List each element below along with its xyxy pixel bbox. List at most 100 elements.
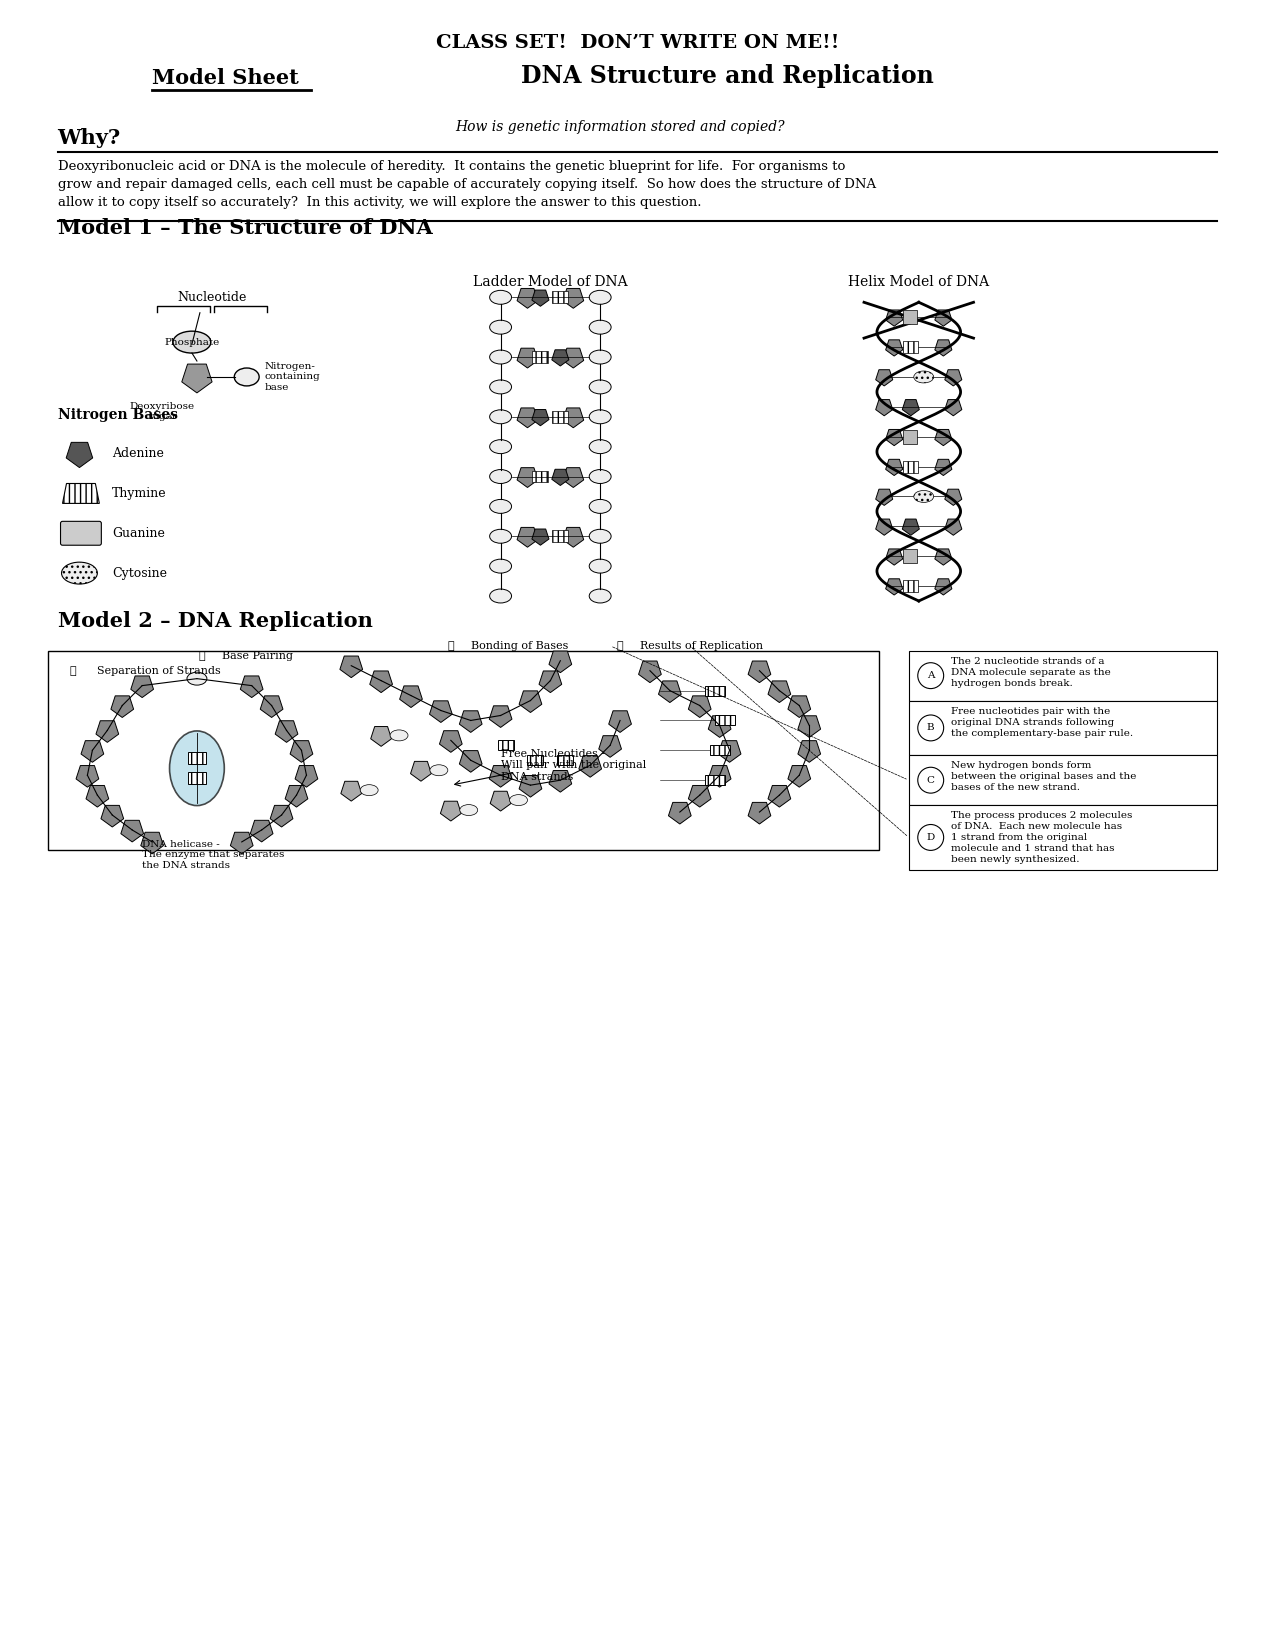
Text: Results of Replication: Results of Replication bbox=[640, 640, 764, 650]
Polygon shape bbox=[518, 289, 538, 309]
FancyBboxPatch shape bbox=[497, 741, 514, 751]
Ellipse shape bbox=[187, 672, 207, 685]
Polygon shape bbox=[748, 802, 771, 823]
Polygon shape bbox=[550, 771, 571, 792]
Text: Separation of Strands: Separation of Strands bbox=[97, 665, 221, 676]
Polygon shape bbox=[709, 716, 731, 738]
Polygon shape bbox=[886, 459, 903, 475]
Polygon shape bbox=[886, 579, 903, 596]
Polygon shape bbox=[140, 832, 163, 853]
Text: A: A bbox=[927, 672, 935, 680]
Polygon shape bbox=[459, 711, 482, 733]
Ellipse shape bbox=[589, 530, 611, 543]
Polygon shape bbox=[76, 766, 98, 787]
Text: New hydrogen bonds form
between the original bases and the
bases of the new stra: New hydrogen bonds form between the orig… bbox=[951, 761, 1136, 792]
Ellipse shape bbox=[490, 589, 511, 602]
Circle shape bbox=[918, 663, 944, 688]
Polygon shape bbox=[562, 348, 584, 368]
Text: The process produces 2 molecules
of DNA.  Each new molecule has
1 strand from th: The process produces 2 molecules of DNA.… bbox=[951, 812, 1132, 865]
Polygon shape bbox=[82, 741, 103, 762]
Polygon shape bbox=[552, 411, 569, 422]
Ellipse shape bbox=[510, 795, 528, 805]
Polygon shape bbox=[121, 820, 144, 842]
Polygon shape bbox=[788, 766, 811, 787]
Ellipse shape bbox=[589, 470, 611, 483]
Ellipse shape bbox=[170, 731, 224, 805]
Ellipse shape bbox=[361, 785, 379, 795]
Text: Adenine: Adenine bbox=[112, 447, 164, 460]
Polygon shape bbox=[295, 766, 317, 787]
Polygon shape bbox=[886, 340, 903, 356]
Circle shape bbox=[918, 767, 944, 794]
Polygon shape bbox=[886, 310, 903, 327]
Polygon shape bbox=[518, 408, 538, 427]
Ellipse shape bbox=[490, 409, 511, 424]
Polygon shape bbox=[688, 785, 711, 807]
Polygon shape bbox=[945, 520, 961, 535]
Polygon shape bbox=[639, 662, 662, 683]
FancyBboxPatch shape bbox=[705, 686, 724, 696]
Polygon shape bbox=[688, 696, 711, 718]
Text: Model 1 – The Structure of DNA: Model 1 – The Structure of DNA bbox=[57, 218, 432, 238]
FancyBboxPatch shape bbox=[909, 756, 1218, 805]
Text: Ladder Model of DNA: Ladder Model of DNA bbox=[473, 276, 627, 289]
Polygon shape bbox=[96, 721, 119, 742]
FancyBboxPatch shape bbox=[710, 746, 729, 756]
Polygon shape bbox=[490, 706, 513, 728]
FancyBboxPatch shape bbox=[47, 650, 878, 850]
Text: Deoxyribose
sugar: Deoxyribose sugar bbox=[130, 403, 195, 421]
Polygon shape bbox=[101, 805, 124, 827]
Text: B: B bbox=[927, 723, 935, 733]
Polygon shape bbox=[340, 657, 362, 678]
Polygon shape bbox=[85, 785, 108, 807]
Ellipse shape bbox=[589, 320, 611, 335]
Polygon shape bbox=[250, 820, 273, 842]
Polygon shape bbox=[935, 459, 952, 475]
Text: Cytosine: Cytosine bbox=[112, 566, 167, 579]
Ellipse shape bbox=[914, 371, 933, 383]
FancyBboxPatch shape bbox=[705, 776, 724, 785]
Text: Ⓐ: Ⓐ bbox=[69, 665, 75, 676]
FancyBboxPatch shape bbox=[903, 429, 917, 444]
Polygon shape bbox=[111, 696, 134, 718]
Text: How is genetic information stored and copied?: How is genetic information stored and co… bbox=[455, 120, 785, 134]
Polygon shape bbox=[131, 676, 153, 698]
Polygon shape bbox=[552, 292, 569, 304]
Text: Deoxyribonucleic acid or DNA is the molecule of heredity.  It contains the genet: Deoxyribonucleic acid or DNA is the mole… bbox=[57, 160, 876, 210]
Polygon shape bbox=[286, 785, 307, 807]
Polygon shape bbox=[562, 528, 584, 548]
Ellipse shape bbox=[490, 350, 511, 365]
Polygon shape bbox=[231, 832, 254, 853]
Polygon shape bbox=[430, 701, 453, 723]
Text: Free nucleotides pair with the
original DNA strands following
the complementary-: Free nucleotides pair with the original … bbox=[951, 706, 1132, 738]
Polygon shape bbox=[886, 429, 903, 446]
Ellipse shape bbox=[490, 500, 511, 513]
Text: DNA helicase -
The enzyme that separates
the DNA strands: DNA helicase - The enzyme that separates… bbox=[143, 840, 284, 870]
FancyBboxPatch shape bbox=[187, 752, 205, 764]
Ellipse shape bbox=[490, 380, 511, 394]
Text: Base Pairing: Base Pairing bbox=[222, 650, 293, 660]
Polygon shape bbox=[518, 528, 538, 548]
Polygon shape bbox=[519, 776, 542, 797]
FancyBboxPatch shape bbox=[909, 701, 1218, 756]
Polygon shape bbox=[518, 348, 538, 368]
Polygon shape bbox=[876, 399, 892, 416]
Ellipse shape bbox=[589, 409, 611, 424]
Polygon shape bbox=[539, 672, 562, 693]
FancyBboxPatch shape bbox=[909, 650, 1218, 701]
Text: Nucleotide: Nucleotide bbox=[177, 292, 246, 304]
Ellipse shape bbox=[173, 332, 210, 353]
Polygon shape bbox=[658, 681, 681, 703]
Ellipse shape bbox=[430, 764, 448, 776]
Polygon shape bbox=[599, 736, 621, 757]
Polygon shape bbox=[552, 350, 569, 366]
Polygon shape bbox=[552, 530, 569, 543]
Polygon shape bbox=[668, 802, 691, 823]
Polygon shape bbox=[440, 731, 462, 752]
Ellipse shape bbox=[589, 439, 611, 454]
FancyBboxPatch shape bbox=[187, 772, 205, 784]
Text: C: C bbox=[927, 776, 935, 785]
Polygon shape bbox=[876, 370, 892, 386]
Text: The 2 nucleotide strands of a
DNA molecule separate as the
hydrogen bonds break.: The 2 nucleotide strands of a DNA molecu… bbox=[951, 657, 1111, 688]
Polygon shape bbox=[798, 716, 821, 738]
